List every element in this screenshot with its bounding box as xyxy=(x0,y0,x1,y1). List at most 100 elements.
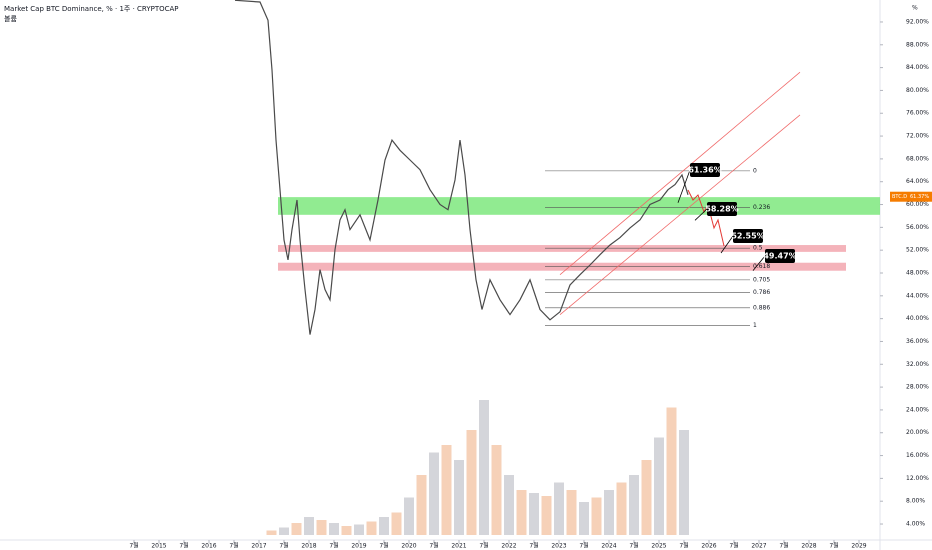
zone xyxy=(278,197,880,215)
y-tick-label: 12.00% xyxy=(906,475,929,482)
y-tick-label: 52.00% xyxy=(906,247,929,254)
volume-bar xyxy=(454,460,464,535)
volume-bar xyxy=(679,430,689,535)
x-tick-label: 2028 xyxy=(801,543,816,550)
annotation-label: 49.47% xyxy=(763,252,796,261)
y-axis-unit: % xyxy=(912,5,918,12)
volume-bar xyxy=(554,482,564,535)
fib-label: 0.886 xyxy=(753,304,770,311)
y-tick-label: 24.00% xyxy=(906,406,929,413)
x-tick-label: 7월 xyxy=(479,542,488,550)
annotation-box xyxy=(707,202,737,216)
fib-label: 0.236 xyxy=(753,204,770,211)
volume-bar xyxy=(591,497,602,535)
x-tick-label: 7월 xyxy=(629,542,638,550)
y-tick-label: 80.00% xyxy=(906,87,929,94)
y-tick-label: 68.00% xyxy=(906,155,929,162)
volume-bar xyxy=(341,526,352,535)
volume-bar xyxy=(654,437,664,535)
x-tick-label: 2018 xyxy=(301,543,316,550)
chart-title: Market Cap BTC Dominance, % · 1주 · CRYPT… xyxy=(4,5,179,13)
y-tick-label: 36.00% xyxy=(906,338,929,345)
y-tick-label: 20.00% xyxy=(906,429,929,436)
x-tick-label: 7월 xyxy=(179,542,188,550)
volume-bar xyxy=(566,490,577,535)
annotation-pointer xyxy=(694,208,708,221)
x-tick-label: 7월 xyxy=(429,542,438,550)
x-tick-label: 2017 xyxy=(251,543,266,550)
x-tick-label: 2027 xyxy=(751,543,766,550)
x-tick-label: 7월 xyxy=(579,542,588,550)
channel-line xyxy=(559,114,801,315)
y-tick-label: 28.00% xyxy=(906,384,929,391)
volume-bar xyxy=(479,400,489,535)
volume-bar xyxy=(516,490,527,535)
forecast-path xyxy=(687,189,725,247)
volume-bar xyxy=(616,482,627,535)
y-tick-label: 4.00% xyxy=(906,521,925,528)
x-tick-label: 7월 xyxy=(679,542,688,550)
y-tick-label: 76.00% xyxy=(906,110,929,117)
volume-bar xyxy=(354,524,364,535)
y-tick-label: 88.00% xyxy=(906,41,929,48)
fib-label: 0 xyxy=(753,167,757,174)
x-tick-label: 2023 xyxy=(551,543,566,550)
y-tick-label: 72.00% xyxy=(906,133,929,140)
x-tick-label: 7월 xyxy=(829,542,838,550)
y-tick-label: 60.00% xyxy=(906,201,929,208)
price-line xyxy=(234,0,689,335)
annotation-label: 52.55% xyxy=(731,232,764,241)
x-tick-label: 2022 xyxy=(501,543,516,550)
annotation-box xyxy=(733,229,763,243)
price-tag-symbol: BTC.D xyxy=(892,194,907,200)
price-tag xyxy=(890,191,932,202)
fib-label: 1 xyxy=(753,322,757,329)
y-tick-label: 64.00% xyxy=(906,178,929,185)
y-tick-label: 84.00% xyxy=(906,64,929,71)
annotation-pointer xyxy=(720,235,734,254)
y-tick-label: 8.00% xyxy=(906,498,925,505)
y-tick-label: 48.00% xyxy=(906,269,929,276)
annotation-pointer xyxy=(752,255,766,271)
x-tick-label: 2019 xyxy=(351,543,366,550)
volume-bar xyxy=(416,475,427,535)
volume-bar xyxy=(316,520,327,535)
y-tick-label: 44.00% xyxy=(906,292,929,299)
x-tick-label: 7월 xyxy=(329,542,338,550)
volume-bar xyxy=(579,502,589,535)
x-tick-label: 2015 xyxy=(151,543,166,550)
volume-bar xyxy=(404,497,414,535)
volume-bar xyxy=(304,517,314,535)
volume-bar xyxy=(379,517,389,535)
x-tick-label: 7월 xyxy=(279,542,288,550)
x-tick-label: 7월 xyxy=(129,542,138,550)
volume-bar xyxy=(366,521,377,535)
x-tick-label: 2016 xyxy=(201,543,216,550)
channel-line xyxy=(559,71,801,276)
volume-bar xyxy=(541,496,552,535)
annotation-label: 61.36% xyxy=(688,166,721,175)
y-tick-label: 32.00% xyxy=(906,361,929,368)
volume-bar xyxy=(641,460,652,535)
x-tick-label: 7월 xyxy=(779,542,788,550)
price-tag-label: 61.37% xyxy=(910,194,929,200)
x-tick-label: 7월 xyxy=(379,542,388,550)
chart-subtitle: 볼륨 xyxy=(4,14,17,23)
annotation-label: 58.28% xyxy=(705,205,738,214)
fib-label: 0.5 xyxy=(753,245,763,252)
volume-bar xyxy=(666,407,677,535)
volume-bar xyxy=(291,523,302,535)
fib-label: 0.705 xyxy=(753,276,770,283)
volume-bar xyxy=(329,523,339,535)
x-tick-label: 7월 xyxy=(729,542,738,550)
y-tick-label: 16.00% xyxy=(906,452,929,459)
volume-bar xyxy=(279,527,289,535)
volume-bar xyxy=(441,445,452,535)
fib-label: 0.786 xyxy=(753,289,770,296)
volume-bar xyxy=(529,493,539,535)
annotation-box xyxy=(765,249,795,263)
volume-bar xyxy=(604,490,614,535)
x-tick-label: 2021 xyxy=(451,543,466,550)
annotation-pointer xyxy=(677,169,691,203)
